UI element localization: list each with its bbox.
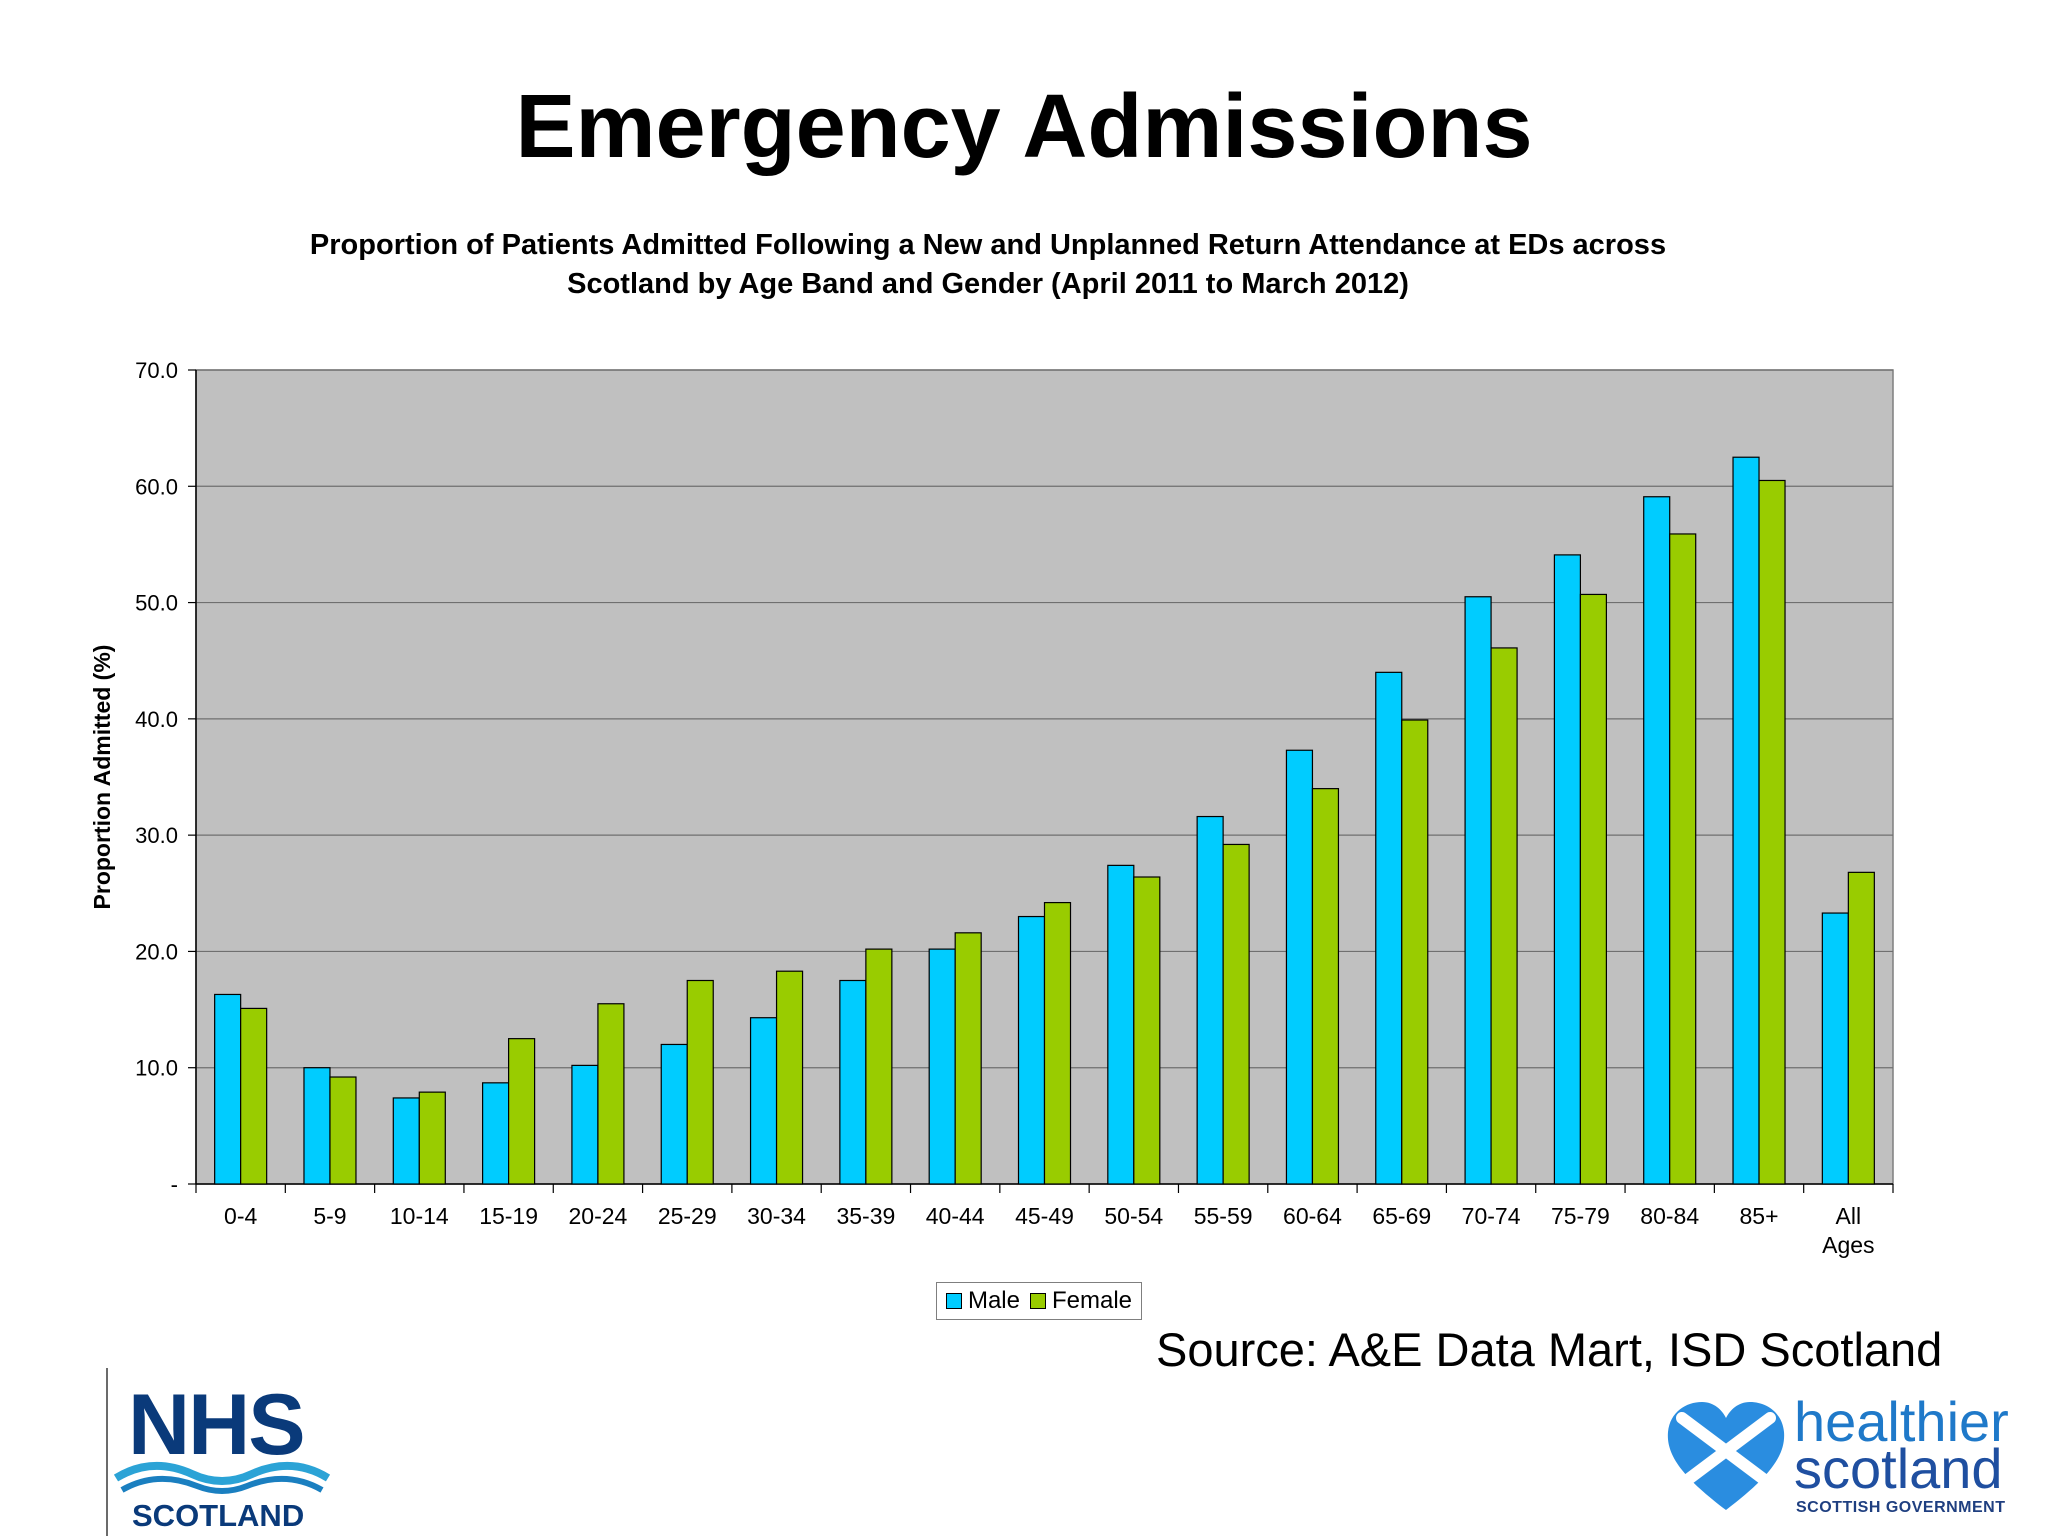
x-tick-label: 40-44 [926,1203,985,1229]
x-tick-label: 15-19 [479,1203,538,1229]
bar-female-80-84 [1669,533,1697,1185]
y-tick-label: 60.0 [135,474,178,499]
legend-label-male: Male [967,1287,1020,1314]
x-tick-label: 80-84 [1640,1203,1699,1229]
x-tick-label-line: All [1836,1203,1862,1229]
x-tick-label: All Ages [1822,1203,1874,1258]
bar-male-15-19 [482,1082,510,1185]
y-tick-label: 30.0 [135,823,178,848]
bar-female-75-79 [1579,593,1607,1185]
y-tick-label: 50.0 [135,591,178,616]
x-tick-label: 25-29 [658,1203,717,1229]
bar-male-70-74 [1464,596,1492,1185]
bar-male-85- [1732,456,1760,1185]
chart-title-line-1: Proportion of Patients Admitted Followin… [309,229,1667,261]
bar-female-55-59 [1222,843,1250,1185]
bar-female-5-9 [329,1076,357,1185]
bar-male-75-79 [1553,554,1581,1185]
x-tick-label: 30-34 [747,1203,806,1229]
x-tick-label: 35-39 [836,1203,895,1229]
bar-male-50-54 [1107,864,1135,1185]
legend-label-female: Female [1052,1287,1133,1314]
bar-male-55-59 [1196,815,1224,1185]
bar-male-5-9 [303,1067,331,1185]
x-tick-label: 0-4 [224,1203,257,1229]
x-tick-label: 60-64 [1283,1203,1342,1229]
bar-female-50-54 [1133,876,1161,1185]
nhs-wave-icon [113,1462,331,1494]
bar-male-all-ages [1821,912,1849,1185]
bar-male-40-44 [928,948,956,1185]
legend-item-female: Female [1030,1287,1132,1315]
bar-female-30-34 [775,970,804,1185]
source-note: Source: A&E Data Mart, ISD Scotland [1156,1323,1943,1376]
bar-male-65-69 [1375,671,1403,1185]
bar-male-0-4 [214,993,242,1185]
x-tick-label: 70-74 [1462,1203,1521,1229]
bar-female-60-64 [1311,788,1340,1185]
bar-male-60-64 [1285,749,1314,1185]
bar-female-65-69 [1401,719,1429,1185]
x-tick-label: 85+ [1740,1203,1779,1229]
healthier-scotland-line-1: healthier [1794,1390,2009,1453]
x-tick-label: 55-59 [1194,1203,1253,1229]
legend-swatch-male [945,1293,962,1309]
bar-male-80-84 [1643,496,1671,1185]
x-tick-label: 45-49 [1015,1203,1074,1229]
slide-title: Emergency Admissions [515,77,1533,177]
x-tick-label: 75-79 [1551,1203,1610,1229]
x-tick-label: 65-69 [1372,1203,1431,1229]
y-tick-label: 20.0 [135,939,178,964]
x-tick-label: 50-54 [1104,1203,1163,1229]
y-tick-label: 70.0 [135,358,178,383]
bar-male-20-24 [571,1064,599,1185]
bar-female-all-ages [1847,871,1875,1185]
chart-title-line-2: Scotland by Age Band and Gender (April 2… [567,268,1409,300]
bar-chart: - 10.0 20.0 30.0 40.0 50.0 60.0 70.0 0-4 5-9 10-14… [89,358,1894,1258]
legend-item-male: Male [945,1287,1020,1315]
legend-swatch-female [1030,1293,1046,1309]
y-axis-label: Proportion Admitted (%) [89,645,115,910]
bar-male-35-39 [839,979,867,1185]
y-tick-label: - [171,1172,178,1197]
bar-female-0-4 [240,1007,268,1185]
y-tick-label: 40.0 [135,707,178,732]
x-tick-label: 20-24 [569,1203,628,1229]
nhs-logo-divider [106,1368,108,1536]
bar-female-15-19 [508,1038,536,1185]
chart-legend: Male Female [936,1282,1142,1320]
bar-female-70-74 [1490,647,1518,1185]
x-tick-label-line: Ages [1822,1232,1874,1258]
bar-female-20-24 [597,1003,625,1185]
bar-female-25-29 [686,979,714,1185]
bar-male-10-14 [392,1097,420,1185]
saltire-heart-icon [1667,1402,1785,1510]
bar-female-35-39 [865,948,893,1185]
bar-female-45-49 [1043,901,1072,1185]
nhs-logo-wordmark: NHS [128,1377,306,1473]
healthier-scotland-line-2: scotland [1794,1437,2003,1500]
bar-female-40-44 [954,932,982,1185]
y-tick-label: 10.0 [135,1056,178,1081]
bar-male-30-34 [749,1017,778,1185]
bar-female-10-14 [418,1091,446,1185]
bar-male-45-49 [1017,915,1046,1185]
healthier-scotland-line-3: SCOTTISH GOVERNMENT [1796,1499,2006,1516]
nhs-logo-subtitle: SCOTLAND [132,1498,305,1533]
bar-female-85- [1758,479,1786,1185]
x-tick-label: 5-9 [313,1203,346,1229]
bar-male-25-29 [660,1043,688,1185]
x-tick-label: 10-14 [390,1203,449,1229]
